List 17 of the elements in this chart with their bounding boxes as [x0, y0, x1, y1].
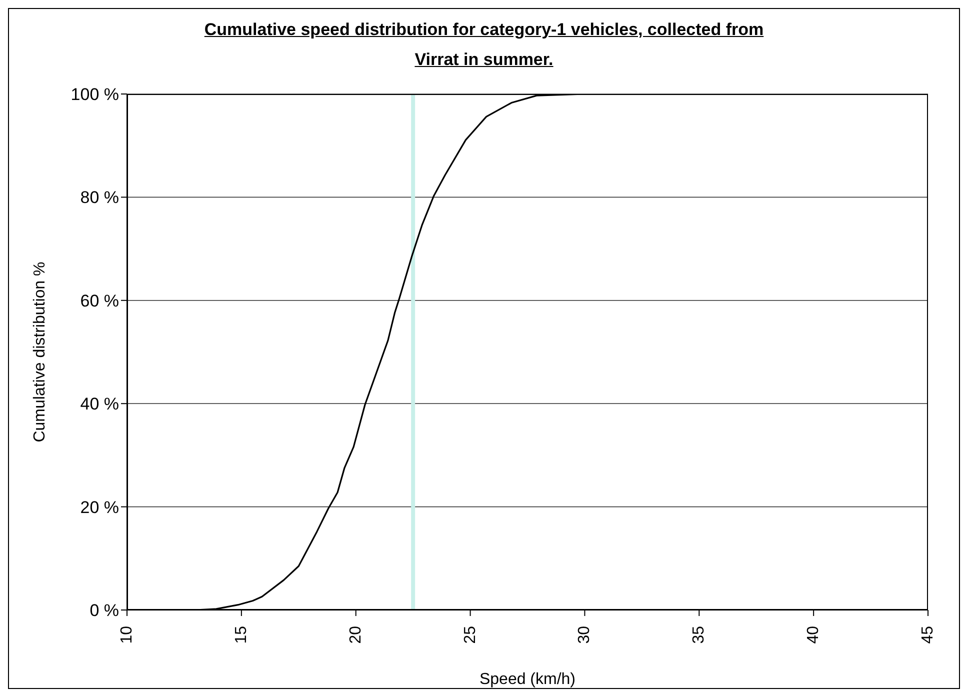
y-tick-label: 0 % [90, 601, 119, 620]
x-tick-label: 25 [462, 626, 479, 644]
chart-title: Cumulative speed distribution for category-1 vehicles, collected from Virrat in summer. [203, 19, 765, 71]
y-tick-label: 100 % [70, 85, 119, 104]
x-tick-label: 20 [347, 626, 364, 644]
x-tick-label: 10 [118, 626, 136, 644]
y-axis-title: Cumulative distribution % [32, 262, 49, 442]
y-tick-label: 60 % [80, 291, 119, 310]
x-tick-label: 45 [920, 626, 936, 644]
y-tick-label: 40 % [80, 394, 119, 414]
x-axis-title: Speed (km/h) [479, 671, 576, 688]
x-tick-label: 40 [805, 626, 822, 644]
x-tick-label: 35 [690, 626, 708, 644]
x-tick-label: 15 [232, 626, 250, 644]
x-tick-label: 30 [576, 626, 594, 644]
y-tick-label: 80 % [80, 188, 119, 208]
y-tick-label: 20 % [80, 498, 119, 517]
